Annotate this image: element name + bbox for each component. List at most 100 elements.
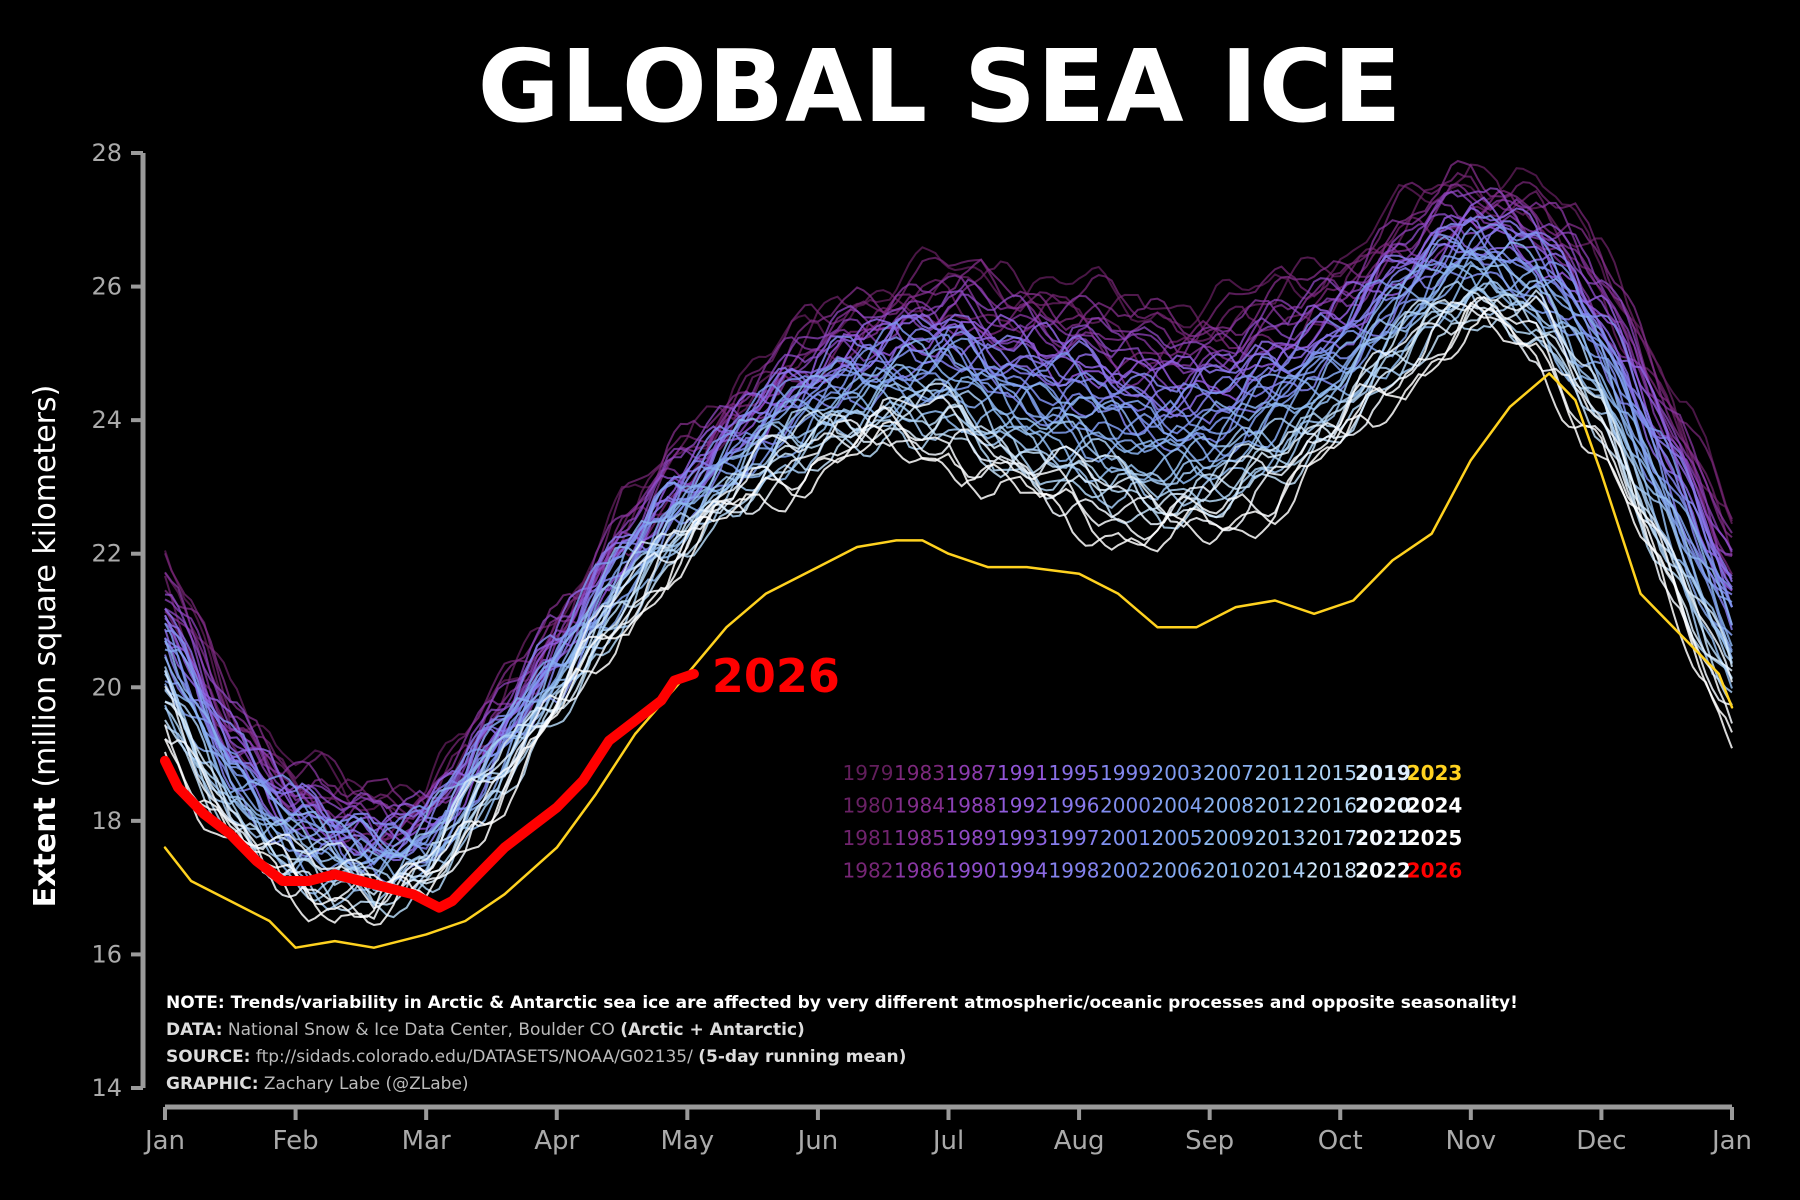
legend-year-1980: 1980 (843, 794, 894, 818)
legend-year-2016: 2016 (1306, 794, 1357, 818)
x-tick-label: Mar (402, 1126, 451, 1156)
legend-year-1987: 1987 (946, 761, 997, 785)
year-line-2000 (164, 258, 1733, 885)
legend-year-1991: 1991 (997, 761, 1048, 785)
x-tick-label: Dec (1576, 1126, 1626, 1156)
year-line-1993 (164, 206, 1733, 857)
legend-year-1989: 1989 (946, 826, 997, 850)
legend-year-2005: 2005 (1152, 826, 1203, 850)
legend-year-2006: 2006 (1152, 859, 1203, 883)
footnote-note: NOTE: Trends/variability in Arctic & Ant… (166, 993, 1518, 1013)
x-tick-label: Jan (1710, 1126, 1752, 1156)
y-tick-label: 20 (91, 673, 122, 701)
legend-year-1984: 1984 (894, 794, 945, 818)
legend-year-2009: 2009 (1203, 826, 1254, 850)
y-tick-label: 18 (91, 807, 122, 835)
x-tick-label: Jul (931, 1126, 964, 1156)
year-line-2008 (164, 241, 1733, 869)
y-tick-label: 24 (91, 406, 122, 434)
year-line-1982 (164, 171, 1733, 816)
legend-year-1982: 1982 (843, 859, 894, 883)
legend-year-1996: 1996 (1049, 794, 1100, 818)
year-line-2018 (164, 289, 1733, 896)
legend-year-2000: 2000 (1100, 794, 1151, 818)
y-axis-label: Extent (million square kilometers) (28, 385, 63, 908)
legend-year-1981: 1981 (843, 826, 894, 850)
legend-year-2017: 2017 (1306, 826, 1357, 850)
year-line-2007 (164, 248, 1733, 868)
legend-year-1995: 1995 (1049, 761, 1100, 785)
year-line-2020 (164, 295, 1733, 910)
legend-year-1988: 1988 (946, 794, 997, 818)
legend-year-2015: 2015 (1306, 761, 1357, 785)
x-tick-label: Nov (1445, 1126, 1496, 1156)
x-tick-label: Aug (1054, 1126, 1105, 1156)
legend-year-1979: 1979 (843, 761, 894, 785)
legend-year-2021: 2021 (1355, 826, 1411, 850)
legend-year-2012: 2012 (1255, 794, 1306, 818)
year-line-1980 (164, 163, 1733, 808)
legend-year-2013: 2013 (1255, 826, 1306, 850)
year-line-2009 (164, 261, 1733, 885)
x-tick-label: Oct (1318, 1126, 1363, 1156)
year-line-2004 (164, 254, 1733, 872)
y-tick-label: 22 (91, 540, 122, 568)
legend-year-2019: 2019 (1355, 761, 1411, 785)
legend-year-1992: 1992 (997, 794, 1048, 818)
legend-year-2026: 2026 (1407, 859, 1463, 883)
year-line-2024 (164, 306, 1733, 927)
year-line-2006 (164, 247, 1733, 883)
y-tick-label: 28 (91, 139, 122, 167)
year-line-1985 (164, 183, 1733, 820)
legend-year-2008: 2008 (1203, 794, 1254, 818)
x-tick-label: Apr (534, 1126, 579, 1156)
y-tick-label: 14 (91, 1074, 122, 1102)
x-tick-label: Jun (796, 1126, 839, 1156)
year-line-2021 (164, 301, 1733, 903)
legend-year-2010: 2010 (1203, 859, 1254, 883)
legend-year-2024: 2024 (1407, 794, 1463, 818)
legend-year-2014: 2014 (1255, 859, 1306, 883)
year-line-1999 (164, 214, 1733, 840)
series-line-2026 (160, 668, 699, 913)
legend-year-2007: 2007 (1203, 761, 1254, 785)
series-line-2023 (163, 372, 1734, 949)
year-line-1992 (164, 196, 1733, 842)
x-tick-label: Sep (1185, 1126, 1234, 1156)
footnotes: NOTE: Trends/variability in Arctic & Ant… (166, 990, 1518, 1098)
year-lines (164, 159, 1733, 927)
year-line-1989 (164, 187, 1733, 824)
x-tick-label: Feb (273, 1126, 319, 1156)
legend-year-2020: 2020 (1355, 794, 1411, 818)
legend-year-1999: 1999 (1100, 761, 1151, 785)
series-label-2026: 2026 (712, 649, 840, 703)
year-line-2002 (164, 223, 1733, 866)
legend-year-2011: 2011 (1255, 761, 1306, 785)
x-tick-label: May (660, 1126, 714, 1156)
legend-year-1983: 1983 (894, 761, 945, 785)
legend-year-1985: 1985 (894, 826, 945, 850)
footnote-graphic: GRAPHIC: Zachary Labe (@ZLabe) (166, 1074, 469, 1094)
legend-year-1990: 1990 (946, 859, 997, 883)
legend-year-2025: 2025 (1407, 826, 1463, 850)
legend-year-1993: 1993 (997, 826, 1048, 850)
legend-year-2022: 2022 (1355, 859, 1411, 883)
y-tick-label: 26 (91, 273, 122, 301)
legend-year-2002: 2002 (1100, 859, 1151, 883)
legend-year-1998: 1998 (1049, 859, 1100, 883)
footnote-data: DATA: National Snow & Ice Data Center, B… (166, 1020, 805, 1040)
highlight-lines: 2026 (160, 372, 1734, 949)
y-axis-label-bold: Extent (28, 797, 63, 908)
legend-year-1994: 1994 (997, 859, 1048, 883)
y-tick-label: 16 (91, 940, 122, 968)
legend-year-2018: 2018 (1306, 859, 1357, 883)
legend-year-1986: 1986 (894, 859, 945, 883)
x-tick-label: Jan (143, 1126, 185, 1156)
year-legend: 1979 1980 1981 1982 1983 1984 1985 1986 1987 1988… (843, 761, 1463, 883)
year-line-1979 (164, 167, 1733, 817)
legend-year-1997: 1997 (1049, 826, 1100, 850)
year-line-2017 (164, 293, 1733, 912)
footnote-source: SOURCE: ftp://sidads.colorado.edu/DATASE… (166, 1047, 907, 1067)
legend-year-2004: 2004 (1152, 794, 1203, 818)
